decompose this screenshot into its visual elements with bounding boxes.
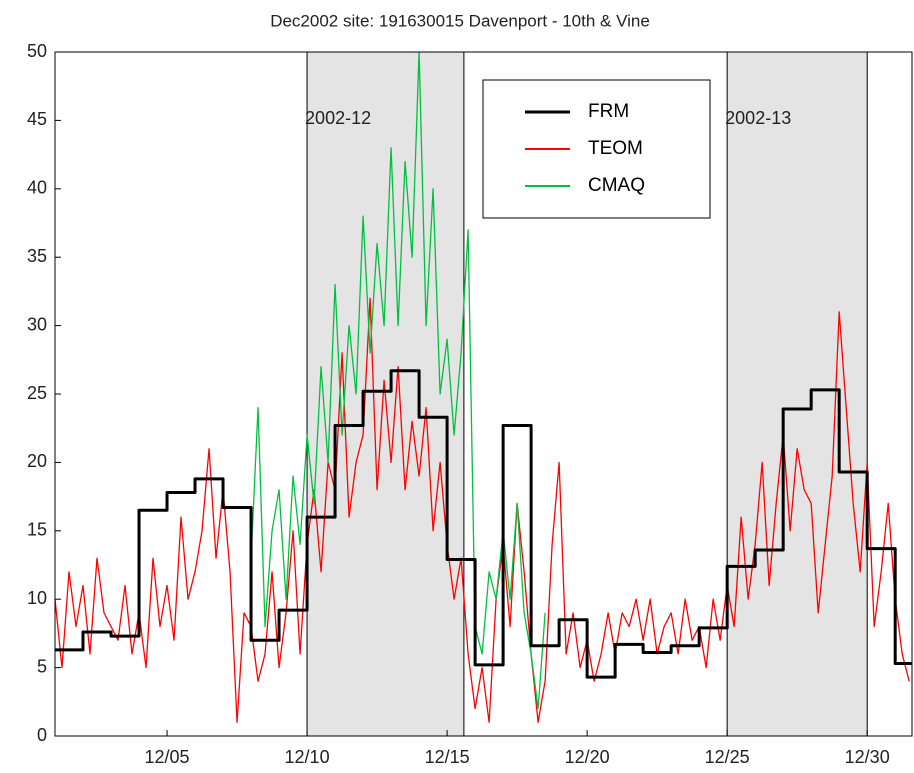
y-tick-label: 35 [27, 246, 47, 266]
x-tick-label: 12/25 [705, 747, 750, 767]
y-tick-label: 20 [27, 451, 47, 471]
x-tick-label: 12/10 [285, 747, 330, 767]
legend-label: FRM [588, 101, 629, 122]
series-line [250, 51, 546, 710]
x-tick-label: 12/15 [425, 747, 470, 767]
legend-box [482, 79, 711, 219]
legend-label: CMAQ [588, 175, 645, 196]
chart-title: Dec2002 site: 191630015 Davenport - 10th… [270, 11, 650, 30]
y-tick-label: 40 [27, 178, 47, 198]
y-tick-label: 25 [27, 383, 47, 403]
band-label: 2002-13 [725, 108, 791, 128]
period-band [727, 52, 868, 736]
series-line [55, 369, 912, 679]
x-tick-label: 12/20 [565, 747, 610, 767]
y-tick-label: 0 [37, 725, 47, 745]
series-line [54, 297, 910, 723]
plot-frame [54, 51, 913, 737]
y-tick-label: 30 [27, 314, 47, 334]
x-tick-label: 12/30 [845, 747, 890, 767]
x-tick-label: 12/05 [145, 747, 190, 767]
y-tick-label: 10 [27, 588, 47, 608]
y-tick-label: 5 [37, 656, 47, 676]
y-tick-label: 15 [27, 520, 47, 540]
legend-label: TEOM [588, 138, 643, 159]
y-tick-label: 50 [27, 41, 47, 61]
band-label: 2002-12 [305, 108, 371, 128]
y-tick-label: 45 [27, 109, 47, 129]
